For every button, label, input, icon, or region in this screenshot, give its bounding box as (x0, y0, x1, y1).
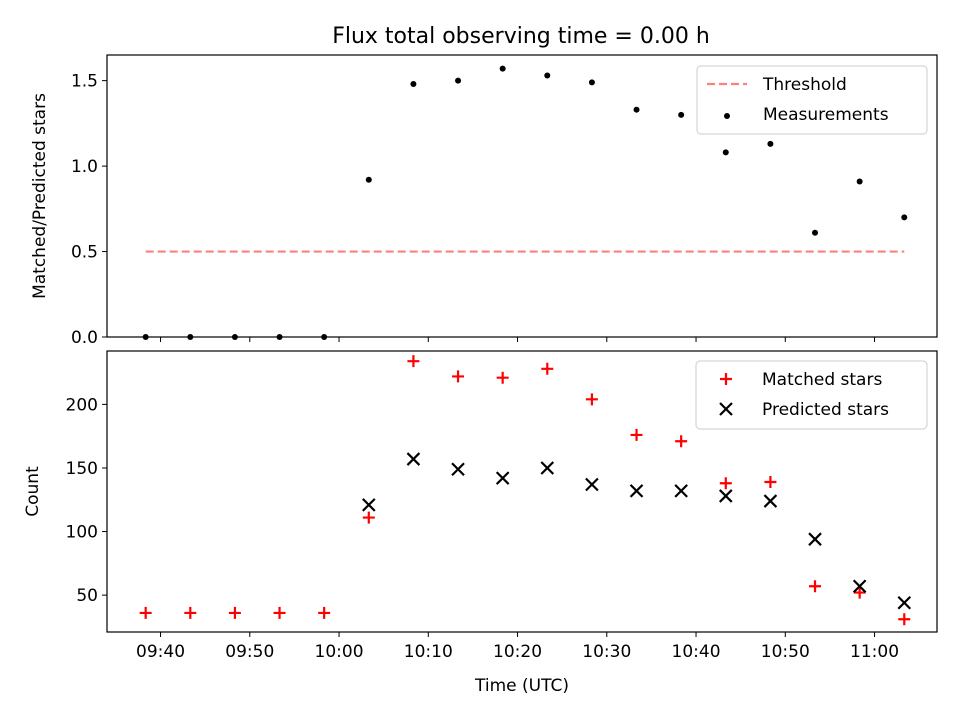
axes-frame (106, 350, 938, 633)
matched-stars-point (585, 393, 598, 406)
predicted-stars-point (406, 452, 421, 466)
x-axis-label: Time (UTC) (474, 676, 569, 696)
predicted-stars-point (852, 579, 867, 594)
x-tick-label: 10:00 (315, 642, 364, 662)
predicted-stars-point (808, 532, 822, 546)
legend-measurement-swatch (724, 113, 730, 119)
matched-stars-point (496, 371, 509, 384)
measurement-point (455, 77, 462, 84)
matched-stars-point (675, 435, 688, 448)
matched-stars-point (541, 362, 554, 375)
predicted-stars-point (719, 489, 733, 503)
legend-label: Predicted stars (762, 400, 889, 420)
matched-stars-point (898, 613, 911, 626)
legend-box (696, 65, 928, 135)
matched-stars-point (184, 606, 197, 619)
matched-stars-point (228, 606, 241, 619)
legend-label: Threshold (762, 75, 847, 95)
legend-matched-swatch (720, 373, 732, 385)
bottom-panel: 50 100 150 200 09:40 09:50 10:00 10:10 10:20 10:3… (23, 350, 938, 696)
matched-stars-point (139, 606, 152, 619)
predicted-stars-point (451, 462, 465, 477)
y-tick-label: 1.0 (71, 157, 98, 177)
matched-stars-point (407, 355, 420, 368)
measurement-point (678, 111, 685, 118)
legend-predicted-swatch (719, 402, 733, 416)
y-tick-label: 1.5 (71, 72, 98, 92)
predicted-stars-point (674, 484, 688, 498)
measurement-point (856, 178, 863, 185)
y-tick-label: 0.5 (71, 243, 98, 263)
top-panel: 0.0 0.5 1.0 1.5 Matched/Predicted stars Thres… (30, 54, 938, 348)
axes-frame (106, 54, 938, 338)
x-tick-label: 10:30 (582, 642, 631, 662)
measurement-point (722, 149, 729, 156)
y-tick-label: 100 (66, 523, 98, 543)
measurement-point (633, 106, 640, 113)
predicted-stars-point (763, 494, 778, 508)
x-tick-label: 11:00 (850, 642, 899, 662)
y-axis-label: Count (23, 466, 43, 517)
matched-stars-point (318, 606, 331, 619)
x-tick-label: 09:40 (136, 642, 185, 662)
y-tick-label: 0.0 (71, 328, 98, 348)
matched-stars-point (764, 475, 777, 488)
predicted-stars-point (495, 471, 510, 485)
measurement-point (588, 79, 595, 86)
matched-stars-point (809, 580, 822, 593)
y-tick-label: 50 (76, 586, 98, 606)
measurement-point (812, 229, 819, 236)
measurement-point (410, 81, 417, 88)
matched-stars-point (630, 428, 643, 441)
x-tick-label: 10:20 (493, 642, 542, 662)
matched-stars-point (362, 511, 375, 524)
legend-label: Matched stars (762, 370, 882, 390)
measurement-point (499, 65, 506, 72)
matched-stars-point (273, 606, 286, 619)
legend-box (695, 360, 928, 430)
legend-label: Measurements (763, 105, 889, 125)
predicted-stars-point (540, 461, 555, 475)
predicted-stars-point (362, 498, 376, 512)
x-tick-label: 09:50 (225, 642, 274, 662)
matched-stars-point (719, 477, 732, 490)
matched-stars-point (452, 370, 465, 383)
predicted-stars-point (897, 595, 912, 610)
y-axis-label: Matched/Predicted stars (30, 93, 50, 299)
predicted-stars-point (585, 477, 599, 492)
measurement-point (901, 214, 908, 221)
y-tick-label: 150 (66, 459, 98, 479)
chart-title: Flux total observing time = 0.00 h (332, 24, 710, 49)
y-tick-label: 200 (66, 395, 98, 415)
x-tick-label: 10:10 (404, 642, 453, 662)
x-tick-label: 10:50 (761, 642, 810, 662)
measurement-point (767, 140, 774, 147)
predicted-stars-point (629, 484, 644, 498)
measurement-point (365, 176, 372, 183)
x-tick-label: 10:40 (672, 642, 721, 662)
matched-stars-point (853, 586, 866, 599)
measurement-point (544, 72, 551, 79)
